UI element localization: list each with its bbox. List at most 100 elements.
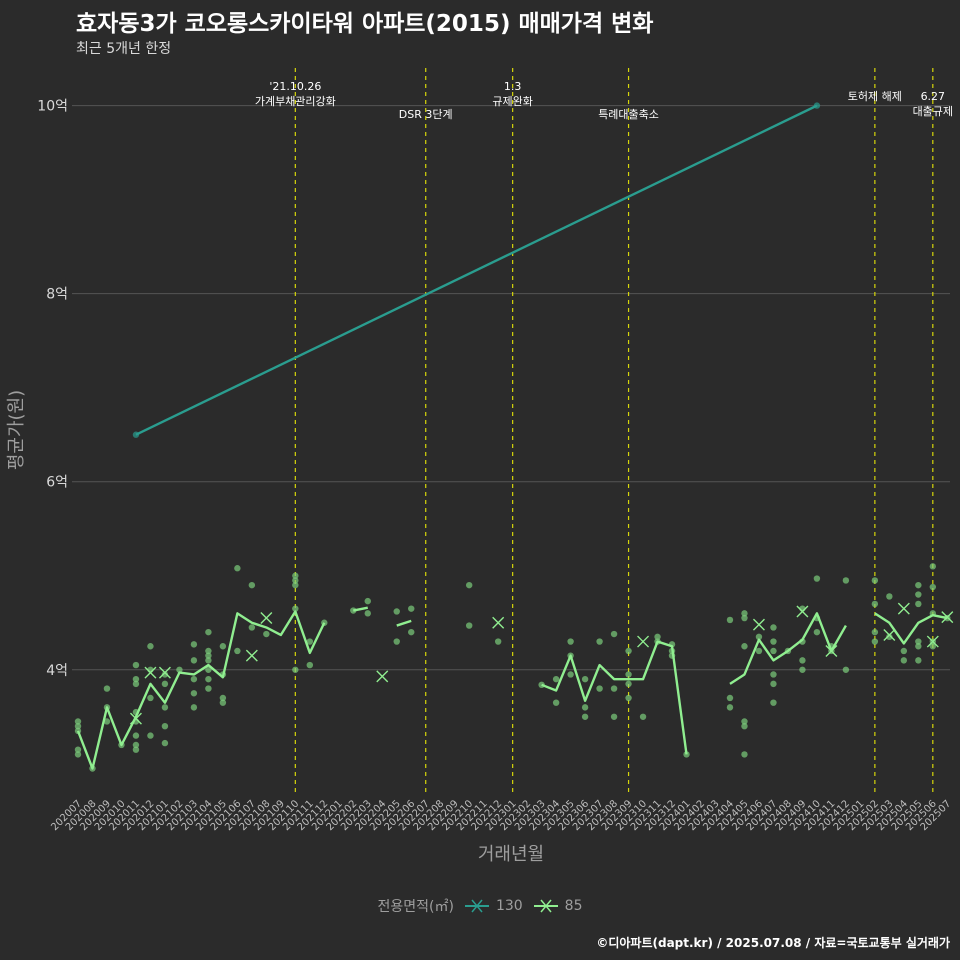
data-point-85 bbox=[190, 690, 198, 697]
data-point-85 bbox=[929, 583, 937, 591]
data-point-85 bbox=[132, 741, 140, 749]
y-tick-label: 8억 bbox=[46, 287, 68, 303]
event-label: DSR 3단계 bbox=[399, 108, 453, 121]
data-point-85 bbox=[364, 597, 371, 605]
data-point-85 bbox=[654, 633, 661, 641]
data-point-85 bbox=[205, 666, 212, 673]
y-tick-label: 4억 bbox=[46, 663, 68, 679]
data-point-85 bbox=[465, 581, 473, 589]
data-point-85 bbox=[103, 685, 111, 692]
data-point-85 bbox=[610, 713, 618, 720]
x-mark-85 bbox=[825, 644, 838, 657]
data-point-85 bbox=[770, 671, 777, 678]
source-caption: ©디아파트(dapt.kr) / 2025.07.08 / 자료=국토교통부 실… bbox=[596, 936, 950, 950]
series-line-130 bbox=[135, 104, 818, 436]
legend-key-130-icon bbox=[464, 899, 489, 913]
data-point-85 bbox=[741, 614, 748, 622]
x-mark-85 bbox=[897, 602, 910, 615]
x-mark-85 bbox=[260, 612, 273, 625]
data-point-85 bbox=[190, 675, 198, 683]
data-point-85 bbox=[205, 628, 212, 636]
data-point-85 bbox=[161, 671, 169, 678]
data-point-85 bbox=[813, 575, 821, 582]
data-point-85 bbox=[364, 610, 371, 617]
data-point-85 bbox=[886, 593, 893, 600]
y-axis-title: 평균가(원) bbox=[6, 390, 27, 470]
data-point-85 bbox=[306, 661, 314, 669]
data-point-85 bbox=[726, 694, 734, 702]
data-point-85 bbox=[842, 666, 850, 673]
series-line-85 bbox=[396, 619, 412, 627]
x-mark-85 bbox=[158, 666, 171, 679]
legend-key-85-icon bbox=[533, 899, 558, 913]
data-point-85 bbox=[263, 630, 270, 638]
data-point-85 bbox=[74, 751, 82, 758]
data-point-85 bbox=[871, 600, 879, 608]
data-point-85 bbox=[726, 704, 734, 711]
x-mark-85 bbox=[637, 635, 650, 648]
legend-label-130: 130 bbox=[495, 898, 523, 914]
x-mark-85 bbox=[796, 605, 809, 618]
legend-label-85: 85 bbox=[564, 898, 583, 914]
y-tick-label: 10억 bbox=[37, 99, 68, 115]
data-point-85 bbox=[625, 680, 632, 688]
data-point-85 bbox=[610, 630, 618, 638]
data-point-85 bbox=[741, 643, 748, 650]
series-line-85 bbox=[729, 612, 847, 685]
data-point-85 bbox=[147, 732, 154, 739]
data-point-85 bbox=[161, 739, 169, 747]
data-point-85 bbox=[292, 605, 299, 612]
data-point-85 bbox=[494, 638, 502, 645]
chart-title: 효자동3가 코오롱스카이타워 아파트(2015) 매매가격 변화 bbox=[76, 11, 654, 37]
data-point-85 bbox=[741, 722, 748, 730]
data-point-85 bbox=[552, 699, 560, 706]
data-point-85 bbox=[292, 577, 299, 584]
event-label: 특례대출축소 bbox=[598, 108, 659, 121]
data-point-85 bbox=[234, 647, 241, 655]
data-point-85 bbox=[596, 685, 603, 692]
data-point-85 bbox=[639, 713, 647, 720]
data-point-85 bbox=[292, 581, 299, 589]
data-point-85 bbox=[248, 624, 256, 631]
data-point-85 bbox=[234, 565, 241, 572]
x-mark-85 bbox=[245, 649, 258, 662]
legend-item-130: 130 bbox=[464, 896, 523, 916]
data-point-85 bbox=[205, 675, 212, 683]
data-point-85 bbox=[552, 675, 560, 683]
x-mark-85 bbox=[492, 616, 505, 629]
data-point-85 bbox=[190, 704, 198, 711]
data-point-85 bbox=[929, 643, 937, 650]
data-point-85 bbox=[219, 699, 227, 706]
data-point-85 bbox=[900, 657, 908, 664]
data-point-85 bbox=[248, 581, 256, 589]
data-point-85 bbox=[799, 666, 806, 673]
data-point-85 bbox=[915, 600, 922, 608]
series-line-85 bbox=[541, 640, 688, 755]
data-point-85 bbox=[292, 666, 299, 673]
data-point-85 bbox=[871, 577, 879, 584]
data-point-85 bbox=[408, 605, 415, 612]
event-label: 토허제 해제 bbox=[848, 89, 902, 103]
data-point-85 bbox=[219, 643, 227, 650]
data-point-85 bbox=[74, 746, 82, 753]
data-point-85 bbox=[741, 610, 748, 617]
data-point-85 bbox=[408, 628, 415, 636]
data-point-85 bbox=[205, 652, 212, 659]
data-point-85 bbox=[871, 638, 879, 645]
data-point-85 bbox=[74, 722, 82, 730]
data-point-85 bbox=[74, 718, 82, 725]
event-label: '21.10.26 가계부채관리강화 bbox=[255, 80, 336, 108]
legend-item-85: 85 bbox=[533, 896, 583, 916]
data-point-85 bbox=[871, 628, 879, 636]
data-point-85 bbox=[465, 622, 473, 629]
data-point-85 bbox=[915, 591, 922, 598]
data-point-85 bbox=[190, 641, 198, 648]
legend-title: 전용면적(㎡) bbox=[377, 899, 454, 915]
data-point-85 bbox=[915, 638, 922, 645]
data-point-85 bbox=[770, 647, 777, 655]
data-point-85 bbox=[755, 633, 763, 641]
data-point-85 bbox=[393, 638, 400, 645]
x-axis-title: 거래년월 bbox=[478, 844, 544, 865]
y-tick-label: 6억 bbox=[46, 475, 68, 491]
